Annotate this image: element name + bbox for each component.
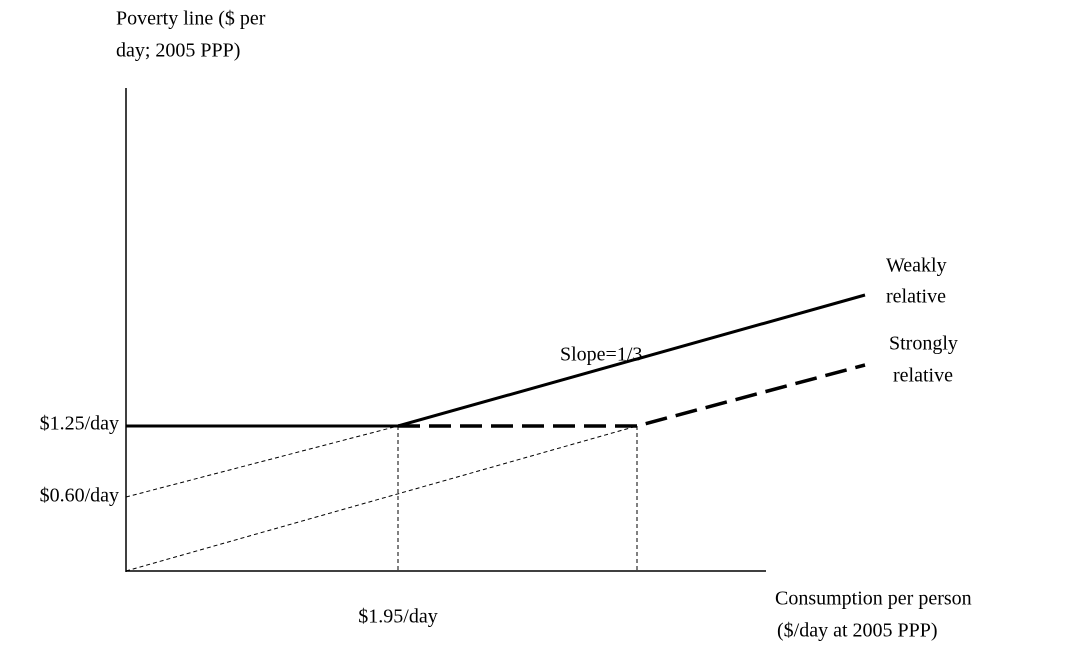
x-label: $1.95/day [358,606,437,628]
weakly-relative-line [126,293,866,428]
guide-line [125,425,638,572]
y-label: $1.25/day [40,413,119,435]
strongly-label: relative [893,365,953,387]
strongly-relative-line [398,363,866,428]
x-axis-label: ($/day at 2005 PPP) [777,620,938,642]
guide-line [125,425,399,498]
x-axis-label: Consumption per person [775,588,972,610]
weakly-label: Weakly [886,255,947,277]
weakly-label: relative [886,286,946,308]
y-axis-label: day; 2005 PPP) [116,40,240,62]
y-axis-label: Poverty line ($ per [116,8,266,30]
y-label: $0.60/day [40,485,119,507]
slope-annotation: Slope=1/3 [560,344,642,366]
strongly-label: Strongly [889,333,958,355]
